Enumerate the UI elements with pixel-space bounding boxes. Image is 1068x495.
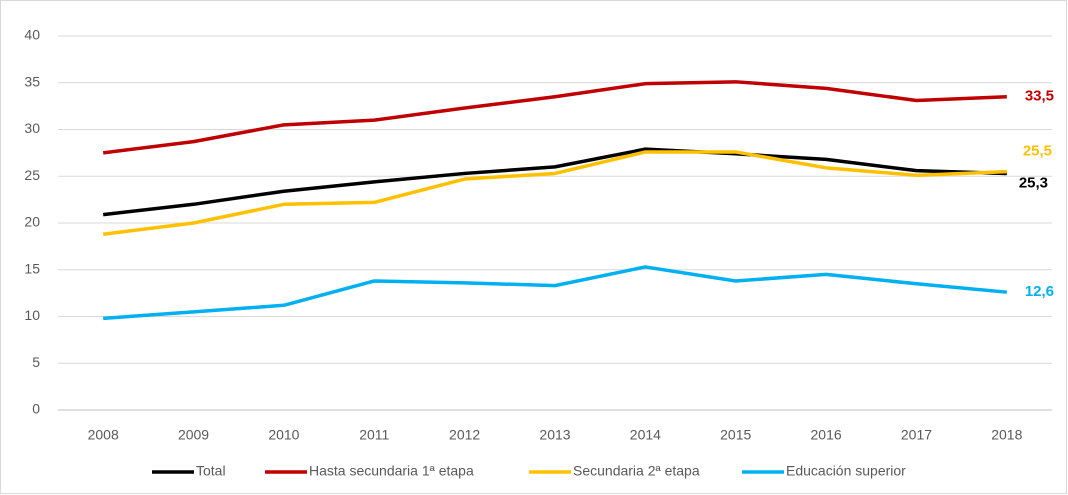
legend-label: Hasta secundaria 1ª etapa xyxy=(309,463,474,479)
y-tick-label: 0 xyxy=(32,401,40,417)
y-tick-label: 40 xyxy=(24,27,40,43)
y-tick-label: 15 xyxy=(24,260,40,276)
x-tick-label: 2014 xyxy=(630,427,661,443)
y-tick-label: 5 xyxy=(32,354,40,370)
legend-label: Secundaria 2ª etapa xyxy=(573,463,700,479)
legend-label: Educación superior xyxy=(786,463,906,479)
x-tick-label: 2016 xyxy=(811,427,842,443)
series-line xyxy=(102,150,1007,236)
y-tick-label: 20 xyxy=(24,214,40,230)
y-tick-label: 10 xyxy=(24,307,40,323)
data-label: 33,5 xyxy=(1025,88,1054,105)
x-tick-label: 2017 xyxy=(901,427,932,443)
legend-label: Total xyxy=(196,463,226,479)
series-line xyxy=(103,265,1007,321)
data-label: 25,5 xyxy=(1023,143,1052,160)
series-line xyxy=(102,147,1007,217)
y-tick-label: 30 xyxy=(24,120,40,136)
x-tick-label: 2018 xyxy=(991,427,1022,443)
x-tick-label: 2010 xyxy=(268,427,299,443)
x-tick-label: 2015 xyxy=(720,427,751,443)
x-tick-label: 2013 xyxy=(539,427,570,443)
data-label: 12,6 xyxy=(1025,283,1054,300)
x-tick-label: 2009 xyxy=(178,427,209,443)
x-tick-label: 2011 xyxy=(359,427,389,443)
y-tick-label: 25 xyxy=(24,167,40,183)
x-tick-label: 2008 xyxy=(88,427,119,443)
y-tick-label: 35 xyxy=(24,73,40,89)
series-line xyxy=(102,80,1007,155)
data-label: 25,3 xyxy=(1019,174,1048,191)
x-tick-label: 2012 xyxy=(449,427,480,443)
